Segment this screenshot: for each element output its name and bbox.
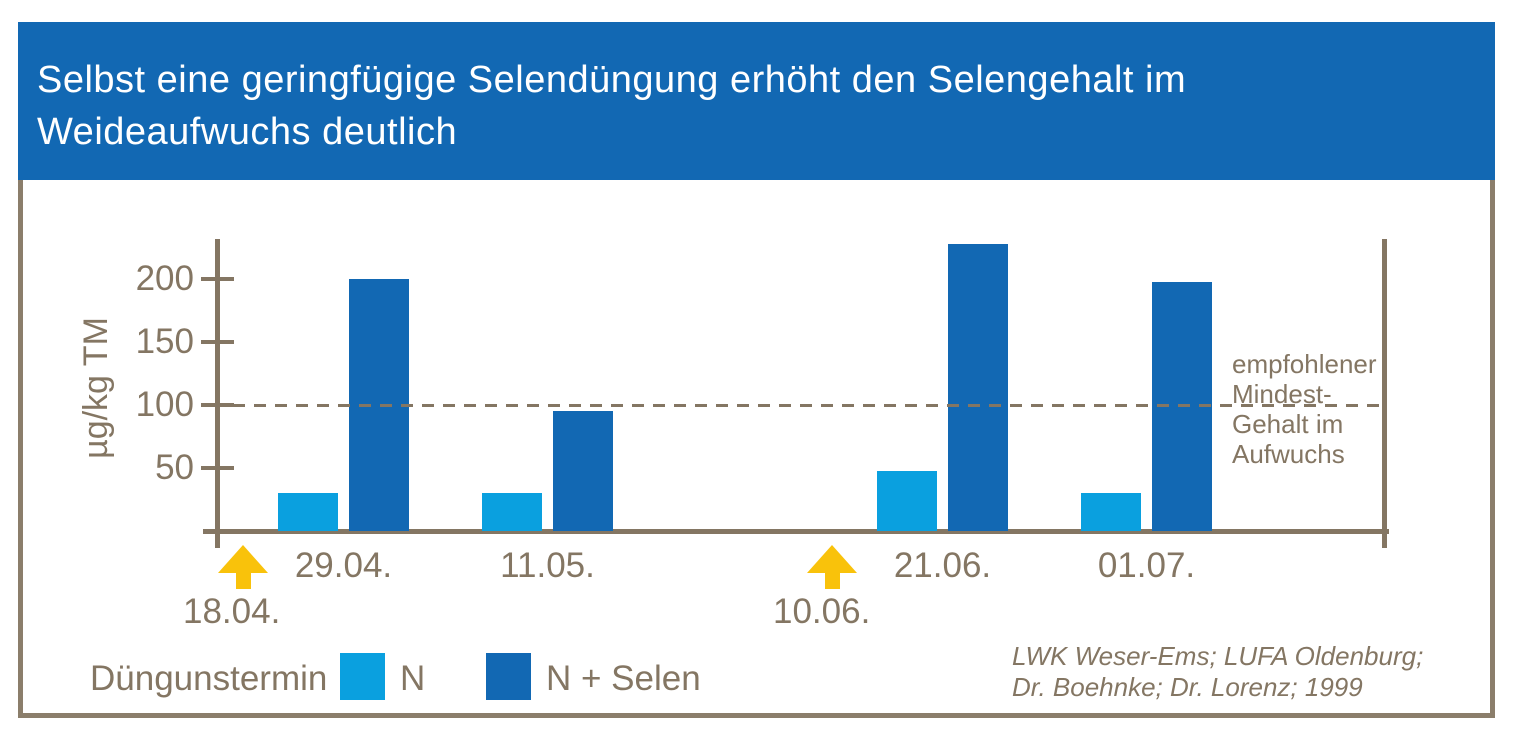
y-tick-100 (201, 403, 234, 407)
y-tick-label-50: 50 (155, 448, 194, 487)
reference-line-100 (233, 404, 1382, 407)
bar-N-11.05. (482, 493, 542, 531)
bar-N+Selen-11.05. (553, 411, 613, 531)
legend-label-n-selen: N + Selen (546, 659, 701, 698)
up-arrow-icon (807, 545, 857, 573)
x-axis-label-01.07.: 01.07. (1097, 546, 1196, 585)
y-tick-150 (201, 340, 234, 344)
y-tick-label-200: 200 (135, 259, 194, 298)
up-arrow-icon (218, 545, 268, 573)
x-axis-label-11.05.: 11.05. (500, 546, 595, 585)
legend-swatch-n-selen (486, 653, 531, 700)
y-tick-200 (201, 277, 234, 281)
x-axis-label-29.04.: 29.04. (294, 546, 393, 585)
y-tick-50 (201, 466, 234, 470)
bar-N-01.07. (1081, 493, 1141, 531)
legend-label-n: N (400, 659, 426, 698)
fertilization-date-1: 18.04. (183, 592, 281, 631)
legend-title: Düngunstermin (90, 659, 328, 698)
header-banner: Selbst eine geringfügige Selendüngung er… (18, 22, 1495, 180)
x-axis-label-21.06.: 21.06. (893, 546, 992, 585)
up-arrow-icon-stem (825, 572, 840, 589)
up-arrow-icon-stem (236, 572, 251, 589)
page-title: Selbst eine geringfügige Selendüngung er… (37, 59, 1187, 153)
bar-N-21.06. (877, 471, 937, 531)
bar-N+Selen-21.06. (948, 244, 1008, 531)
bar-N-29.04. (278, 493, 338, 531)
y-axis-line (215, 239, 220, 548)
chart-frame (18, 180, 1495, 718)
reference-line-annotation: empfohlener Mindest- Gehalt im Aufwuchs (1232, 349, 1377, 469)
right-axis-line (1382, 239, 1387, 548)
y-tick-label-150: 150 (135, 322, 194, 361)
source-citation: LWK Weser-Ems; LUFA Oldenburg; Dr. Boehn… (1012, 641, 1424, 702)
legend-swatch-n (340, 653, 385, 700)
fertilization-date-2: 10.06. (773, 592, 871, 631)
x-axis-line (203, 529, 1389, 534)
y-tick-label-100: 100 (135, 385, 194, 424)
